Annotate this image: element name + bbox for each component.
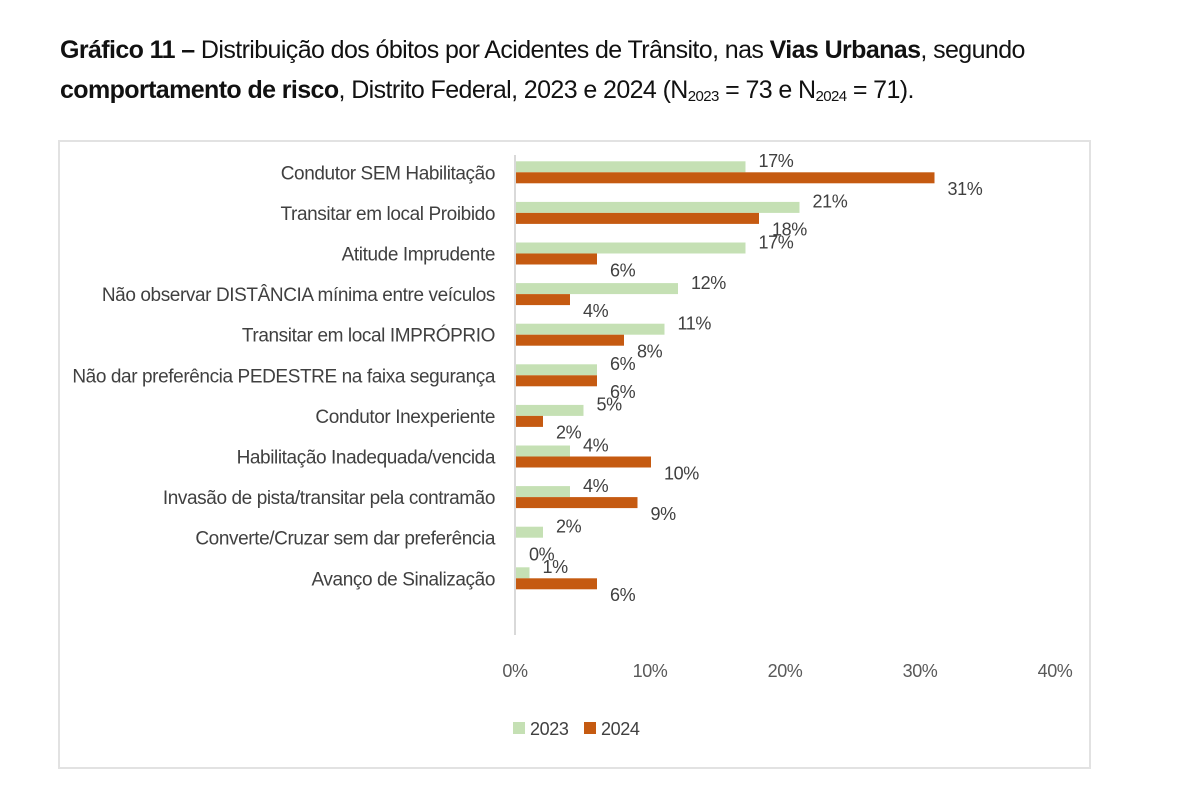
data-label-2024: 2%	[556, 423, 582, 443]
category-label: Atitude Imprudente	[342, 245, 495, 266]
bar-2024	[516, 294, 570, 306]
data-label-2023: 5%	[597, 395, 623, 415]
bar-2023	[516, 445, 570, 457]
data-label-2023: 21%	[813, 192, 848, 212]
category-label: Invasão de pista/transitar pela contramã…	[163, 488, 495, 509]
bar-2024	[516, 497, 638, 509]
x-tick-label: 10%	[633, 661, 668, 681]
caption-part3: , Distrito Federal, 2023 e 2024 (N	[338, 76, 689, 104]
bar-2024	[516, 334, 624, 346]
bar-2023	[516, 242, 746, 254]
bar-2024	[516, 253, 597, 265]
caption-bold-comportamento: comportamento de risco	[60, 76, 339, 104]
caption-bold-vias: Vias Urbanas	[769, 36, 921, 64]
bar-2024	[516, 212, 759, 224]
data-label-2023: 2%	[556, 516, 582, 536]
data-label-2023: 11%	[678, 313, 712, 333]
x-tick-label: 30%	[903, 661, 938, 681]
caption-prefix: Gráfico 11 –	[60, 36, 195, 64]
bar-2024	[516, 375, 597, 387]
caption-part5: = 71).	[846, 76, 915, 104]
bar-2023	[516, 323, 665, 335]
caption-sub-2023: 2023	[687, 88, 720, 105]
bar-2024	[516, 172, 935, 184]
data-label-2024: 9%	[651, 504, 677, 524]
bar-2023	[516, 161, 746, 173]
data-label-2024: 6%	[610, 585, 636, 605]
data-label-2024: 4%	[583, 301, 609, 321]
bar-2023	[516, 283, 678, 295]
legend-swatch-2023	[513, 722, 525, 734]
data-label-2023: 17%	[759, 151, 794, 171]
x-tick-label: 20%	[768, 661, 803, 681]
legend-swatch-2024	[584, 722, 596, 734]
data-label-2024: 6%	[610, 260, 636, 280]
data-label-2024: 10%	[664, 463, 699, 483]
data-label-2024: 18%	[772, 220, 807, 240]
category-label: Condutor SEM Habilitação	[281, 163, 495, 184]
bar-2024	[516, 456, 651, 468]
x-tick-label: 0%	[502, 661, 528, 681]
caption-sub-2024: 2024	[815, 88, 848, 105]
data-label-2023: 6%	[610, 354, 636, 374]
data-label-2023: 1%	[543, 557, 569, 577]
data-label-2023: 4%	[583, 476, 609, 496]
legend-label-2023: 2023	[530, 719, 569, 739]
category-label: Não observar DISTÂNCIA mínima entre veíc…	[102, 284, 495, 306]
category-label: Avanço de Sinalização	[312, 569, 496, 590]
category-label: Converte/Cruzar sem dar preferência	[195, 529, 495, 550]
data-label-2024: 8%	[637, 341, 663, 361]
legend-label-2024: 2024	[601, 719, 640, 739]
bar-2023	[516, 404, 584, 416]
bar-2023	[516, 486, 570, 498]
bar-2023	[516, 567, 530, 579]
data-label-2023: 12%	[691, 273, 726, 293]
category-label: Transitar em local IMPRÓPRIO	[242, 325, 495, 347]
data-label-2024: 6%	[610, 382, 636, 402]
caption-part1: Distribuição dos óbitos por Acidentes de…	[194, 36, 770, 64]
bar-2024	[516, 415, 543, 427]
bar-2023	[516, 201, 800, 213]
bar-2024	[516, 578, 597, 590]
category-label: Condutor Inexperiente	[315, 407, 495, 428]
caption-part2: , segundo	[920, 36, 1025, 64]
data-label-2023: 4%	[583, 435, 609, 455]
bar-2023	[516, 526, 543, 538]
category-label: Habilitação Inadequada/vencida	[237, 448, 496, 469]
data-label-2024: 0%	[529, 544, 555, 564]
bar-2023	[516, 364, 597, 376]
category-label: Não dar preferência PEDESTRE na faixa se…	[72, 366, 495, 387]
x-tick-label: 40%	[1038, 661, 1073, 681]
chart-caption: Gráfico 11 – Distribuição dos óbitos por…	[60, 30, 1160, 117]
data-label-2023: 17%	[759, 232, 794, 252]
caption-part4: = 73 e N	[718, 76, 816, 104]
data-label-2024: 31%	[948, 179, 983, 199]
category-label: Transitar em local Proibido	[281, 204, 495, 225]
